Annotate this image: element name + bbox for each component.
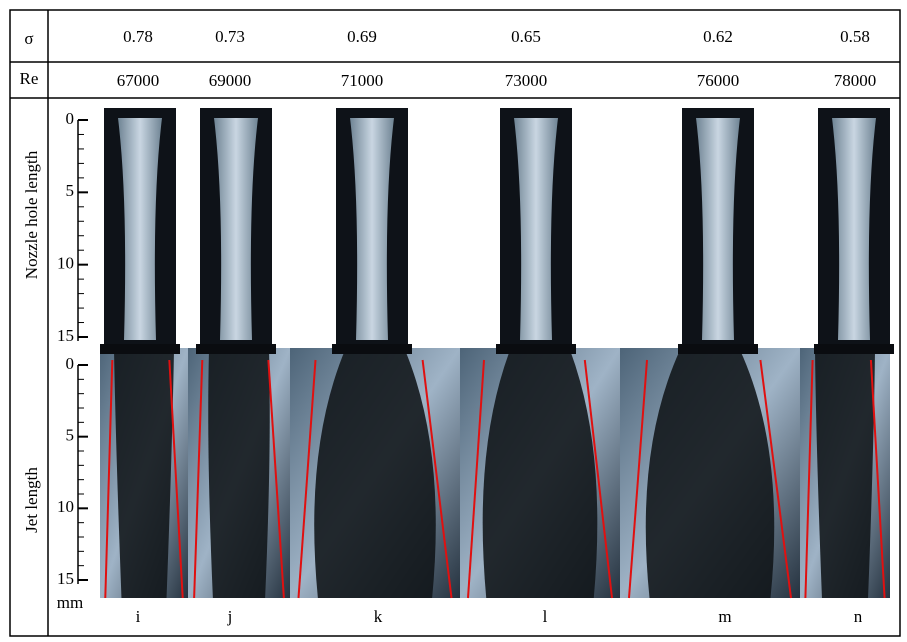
- sigma-value: 0.78: [123, 27, 153, 46]
- nozzle-exit: [678, 344, 758, 354]
- case-label: n: [854, 607, 863, 626]
- sigma-value: 0.73: [215, 27, 245, 46]
- axis-tick-label: 5: [66, 426, 75, 445]
- axis-tick-label: 5: [66, 181, 75, 200]
- re-label: Re: [20, 69, 39, 88]
- nozzle-axis-label: Nozzle hole length: [22, 150, 41, 279]
- axis-tick-label: 15: [57, 569, 74, 588]
- nozzle-exit: [332, 344, 412, 354]
- nozzle-exit: [100, 344, 180, 354]
- nozzle-exit: [814, 344, 894, 354]
- re-value: 73000: [505, 71, 548, 90]
- nozzle-exit: [196, 344, 276, 354]
- jet-spray: [483, 350, 598, 598]
- sigma-value: 0.69: [347, 27, 377, 46]
- case-label: k: [374, 607, 383, 626]
- page: σ Re Nozzle hole length Jet length mm 0.…: [0, 0, 907, 642]
- nozzle-exit: [496, 344, 576, 354]
- axis-tick-label: 10: [57, 497, 74, 516]
- axis-tick-label: 15: [57, 326, 74, 345]
- jet-spray: [815, 350, 875, 598]
- re-value: 67000: [117, 71, 160, 90]
- sigma-label: σ: [24, 29, 33, 48]
- jet-axis-label: Jet length: [22, 467, 41, 533]
- axis-tick-label: 0: [66, 354, 75, 373]
- jet-spray: [314, 350, 436, 598]
- case-label: m: [718, 607, 731, 626]
- sigma-value: 0.58: [840, 27, 870, 46]
- jet-spray: [208, 350, 270, 598]
- case-label: j: [227, 607, 233, 626]
- sigma-value: 0.65: [511, 27, 541, 46]
- unit-label: mm: [57, 593, 83, 612]
- axis-tick-label: 0: [66, 109, 75, 128]
- re-value: 78000: [834, 71, 877, 90]
- axis-tick-label: 10: [57, 254, 74, 273]
- case-label: i: [136, 607, 141, 626]
- photos: [78, 108, 894, 598]
- re-value: 71000: [341, 71, 384, 90]
- re-value: 69000: [209, 71, 252, 90]
- re-value: 76000: [697, 71, 740, 90]
- jet-spray: [114, 350, 174, 598]
- case-label: l: [543, 607, 548, 626]
- sigma-value: 0.62: [703, 27, 733, 46]
- figure: σ Re Nozzle hole length Jet length mm 0.…: [0, 0, 907, 642]
